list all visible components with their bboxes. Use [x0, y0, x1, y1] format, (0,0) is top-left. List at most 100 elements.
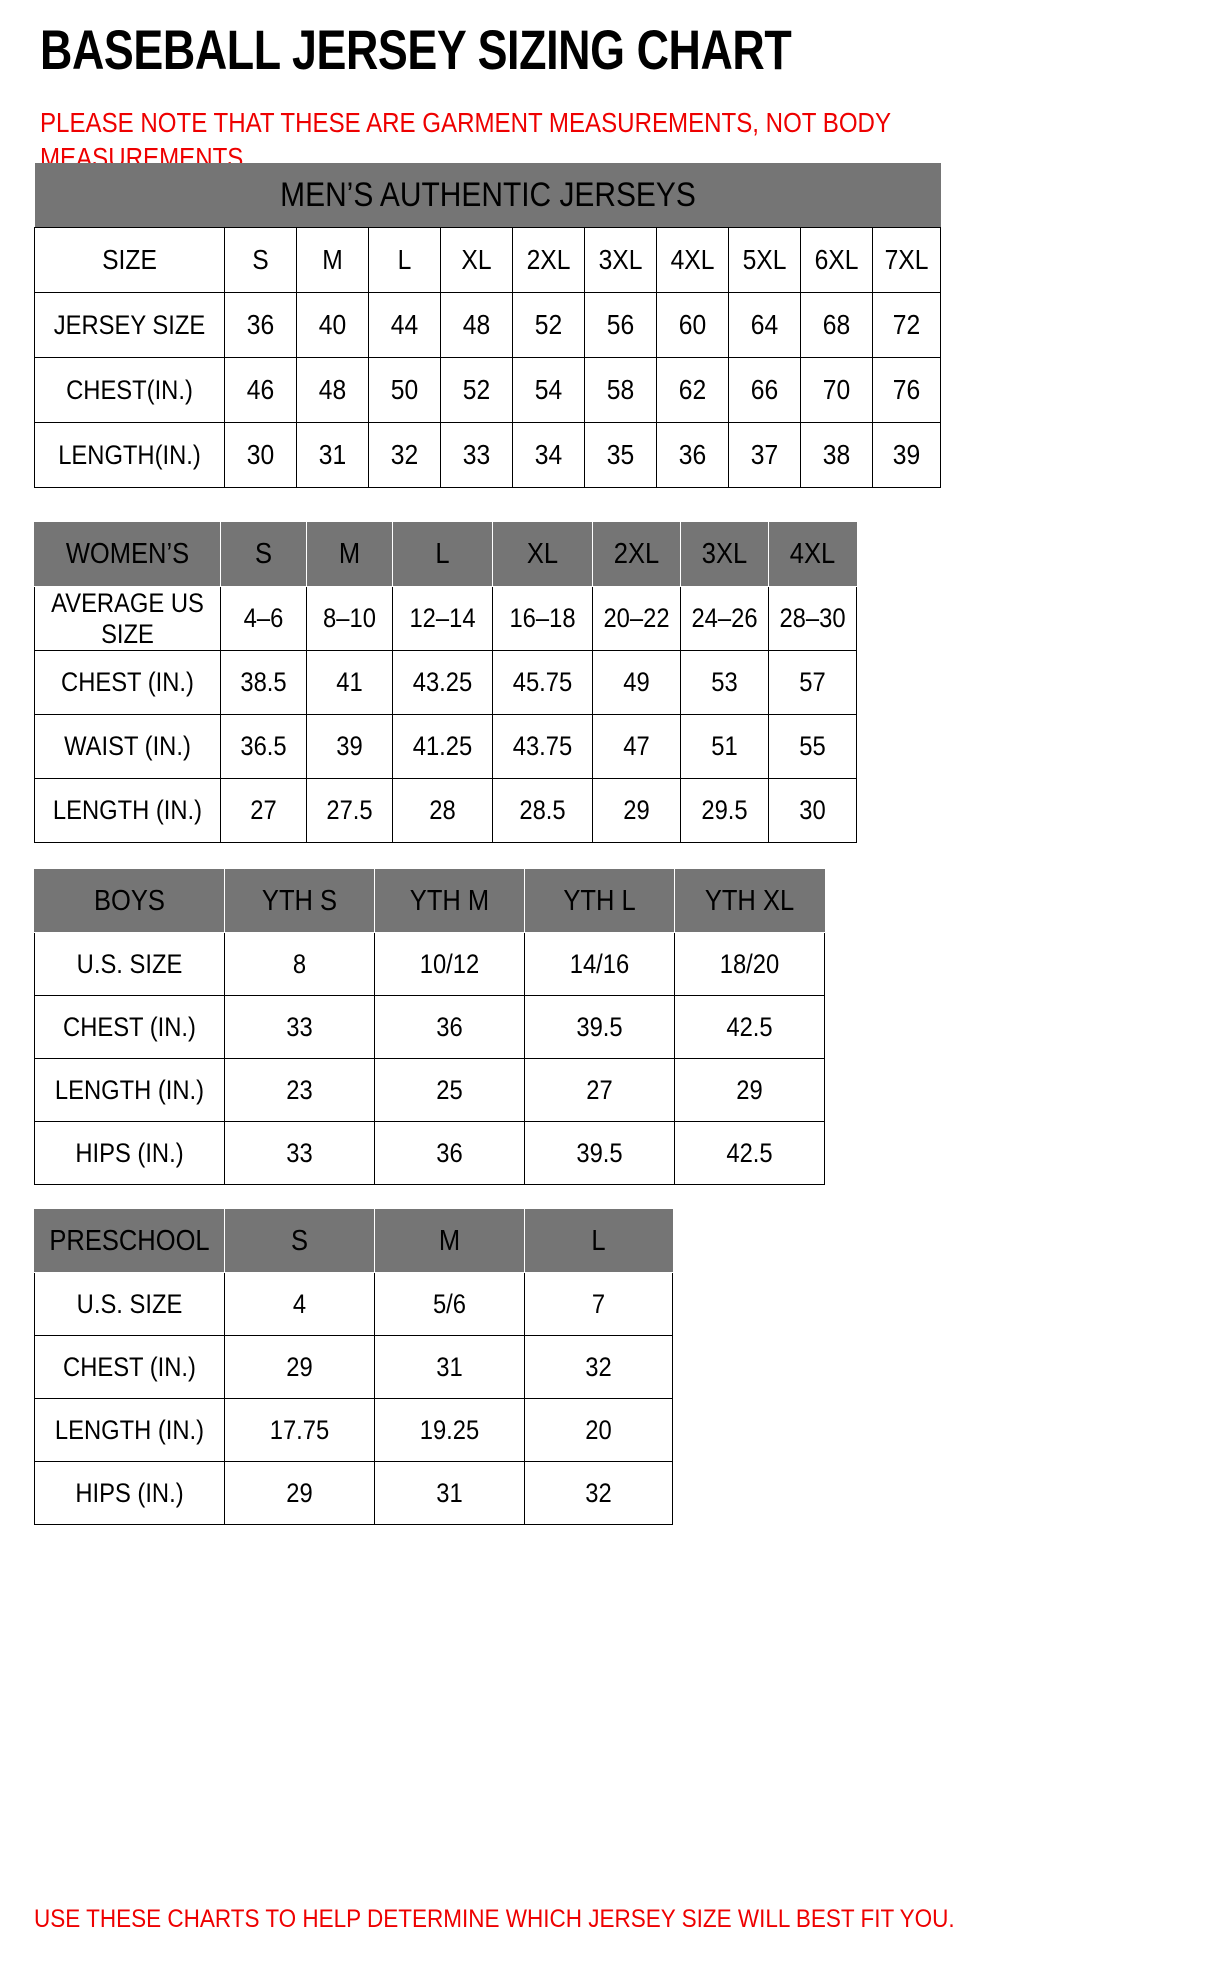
cell-0-1: 8–10	[306, 586, 393, 651]
cell-1-9-text: 76	[892, 374, 921, 405]
cell-1-2-text: 39.5	[576, 1011, 623, 1042]
cell-2-6: 36	[656, 422, 729, 488]
cell-3-0: 27	[220, 778, 307, 843]
column-header-5: 2XL	[592, 522, 681, 587]
cell-2-2-text: 41.25	[412, 731, 473, 761]
cell-1-6: 62	[656, 357, 729, 423]
cell-0-6: 28–30	[768, 586, 857, 651]
column-header-1-text: S	[252, 244, 269, 275]
cell-1-0-text: 46	[246, 374, 275, 405]
cell-1-3: 45.75	[492, 650, 593, 715]
cell-2-4-text: 47	[623, 731, 650, 761]
row-label-1-text: CHEST (IN.)	[63, 1351, 196, 1382]
cell-2-3-text: 29	[736, 1074, 763, 1105]
cell-3-1: 36	[374, 1121, 525, 1185]
column-header-1-text: S	[290, 1224, 309, 1257]
cell-3-1-text: 27.5	[326, 795, 373, 825]
cell-0-9-text: 72	[892, 309, 921, 340]
table-row: HIPS (IN.) 33 36 39.5 42.5	[34, 1121, 825, 1185]
row-label-0: JERSEY SIZE	[34, 292, 225, 358]
cell-1-1: 48	[296, 357, 369, 423]
cell-3-6-text: 30	[799, 795, 826, 825]
cell-1-2: 39.5	[524, 995, 675, 1059]
cell-2-6-text: 55	[799, 731, 826, 761]
row-label-0: U.S. SIZE	[34, 1272, 225, 1336]
row-label-3: LENGTH (IN.)	[34, 778, 221, 843]
cell-3-4-text: 29	[623, 795, 650, 825]
cell-0-7: 64	[728, 292, 801, 358]
cell-1-1: 36	[374, 995, 525, 1059]
cell-1-8: 70	[800, 357, 873, 423]
cell-1-1: 31	[374, 1335, 525, 1399]
row-label-0-text: JERSEY SIZE	[53, 309, 206, 340]
cell-2-4: 34	[512, 422, 585, 488]
column-header-3-text: L	[397, 244, 412, 275]
cell-0-3: 16–18	[492, 586, 593, 651]
cell-1-9: 76	[872, 357, 941, 423]
cell-2-0: 30	[224, 422, 297, 488]
column-header-6: 3XL	[680, 522, 769, 587]
cell-3-6: 30	[768, 778, 857, 843]
table-row: JERSEY SIZE 36 40 44 48 52 56 60 64 68 72	[34, 292, 941, 358]
cell-1-5-text: 58	[606, 374, 635, 405]
cell-2-2: 27	[524, 1058, 675, 1122]
cell-0-3-text: 48	[462, 309, 491, 340]
column-header-7-text: 4XL	[789, 538, 836, 570]
column-header-6-text: 3XL	[701, 538, 748, 570]
table-row: CHEST (IN.) 33 36 39.5 42.5	[34, 995, 825, 1059]
cell-3-1-text: 36	[436, 1137, 463, 1168]
cell-1-3: 52	[440, 357, 513, 423]
row-label-1: CHEST (IN.)	[34, 650, 221, 715]
cell-0-1: 5/6	[374, 1272, 525, 1336]
row-label-1: CHEST (IN.)	[34, 995, 225, 1059]
cell-0-2-text: 7	[591, 1288, 606, 1319]
column-header-6-text: 3XL	[598, 244, 643, 275]
column-header-3: L	[368, 227, 441, 293]
cell-2-6-text: 36	[678, 439, 707, 470]
column-header-0: WOMEN’S	[34, 522, 221, 587]
cell-2-3: 43.75	[492, 714, 593, 779]
cell-2-3-text: 33	[462, 439, 491, 470]
preschool-sizing-table: PRESCHOOL S M L U.S. SIZE 4 5/6 7 CHEST (IN.) 29 3…	[34, 1209, 673, 1525]
column-header-9-text: 6XL	[814, 244, 859, 275]
row-label-1: CHEST (IN.)	[34, 1335, 225, 1399]
cell-0-4-text: 20–22	[603, 603, 670, 633]
cell-0-5-text: 24–26	[691, 603, 758, 633]
cell-0-0: 4	[224, 1272, 375, 1336]
table-row: LENGTH (IN.) 17.75 19.25 20	[34, 1398, 673, 1462]
cell-1-1-text: 36	[436, 1011, 463, 1042]
cell-2-1-text: 31	[318, 439, 347, 470]
column-header-4: XL	[492, 522, 593, 587]
column-header-5: 2XL	[512, 227, 585, 293]
cell-2-0-text: 36.5	[240, 731, 287, 761]
cell-1-4-text: 49	[623, 667, 650, 697]
column-header-4-text: XL	[461, 244, 492, 275]
cell-0-0: 4–6	[220, 586, 307, 651]
cell-1-6-text: 62	[678, 374, 707, 405]
cell-1-1-text: 31	[436, 1351, 463, 1382]
row-label-1-text: CHEST(IN.)	[66, 374, 193, 405]
cell-1-2: 32	[524, 1335, 673, 1399]
cell-0-2-text: 44	[390, 309, 419, 340]
cell-1-2-text: 43.25	[412, 667, 473, 697]
cell-1-7: 66	[728, 357, 801, 423]
cell-3-0: 29	[224, 1461, 375, 1525]
footer-note: USE THESE CHARTS TO HELP DETERMINE WHICH…	[34, 1905, 955, 1933]
cell-3-1: 27.5	[306, 778, 393, 843]
column-header-8-text: 5XL	[742, 244, 787, 275]
cell-1-1-text: 41	[336, 667, 363, 697]
cell-0-5: 56	[584, 292, 657, 358]
row-label-3-text: HIPS (IN.)	[75, 1477, 184, 1508]
cell-3-3: 28.5	[492, 778, 593, 843]
column-header-5-text: 2XL	[613, 538, 660, 570]
column-header-0-text: PRESCHOOL	[49, 1224, 210, 1257]
cell-1-0-text: 33	[286, 1011, 313, 1042]
cell-2-2-text: 27	[586, 1074, 613, 1105]
cell-1-6: 57	[768, 650, 857, 715]
row-label-0: U.S. SIZE	[34, 932, 225, 996]
table-banner-text: MEN’S AUTHENTIC JERSEYS	[279, 175, 696, 214]
cell-2-5: 51	[680, 714, 769, 779]
cell-1-0: 29	[224, 1335, 375, 1399]
cell-3-1-text: 31	[436, 1477, 463, 1508]
